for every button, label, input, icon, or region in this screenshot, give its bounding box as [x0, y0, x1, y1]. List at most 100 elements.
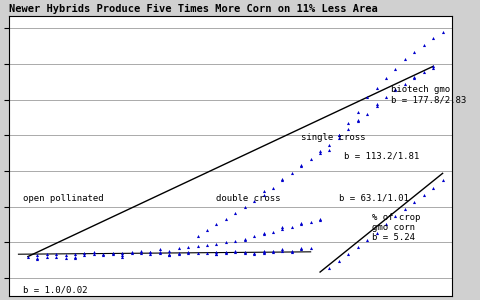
- Text: Newer Hybrids Produce Five Times More Corn on 11% Less Area: Newer Hybrids Produce Five Times More Co…: [9, 4, 378, 14]
- Point: [278, 224, 286, 229]
- Point: [392, 214, 399, 219]
- Point: [269, 248, 277, 253]
- Point: [241, 204, 249, 209]
- Point: [62, 255, 70, 260]
- Point: [137, 248, 145, 253]
- Point: [269, 229, 277, 234]
- Point: [156, 247, 164, 252]
- Point: [99, 253, 107, 258]
- Point: [146, 252, 154, 256]
- Point: [288, 224, 296, 229]
- Point: [213, 241, 220, 246]
- Point: [345, 121, 352, 126]
- Text: single cross: single cross: [301, 133, 366, 142]
- Point: [203, 250, 211, 255]
- Point: [410, 50, 418, 54]
- Point: [34, 253, 41, 258]
- Point: [401, 207, 409, 212]
- Point: [354, 117, 361, 122]
- Point: [307, 246, 314, 251]
- Point: [156, 250, 164, 255]
- Point: [345, 127, 352, 132]
- Point: [278, 227, 286, 232]
- Point: [382, 222, 390, 227]
- Point: [146, 249, 154, 254]
- Point: [128, 249, 135, 254]
- Point: [81, 253, 88, 258]
- Point: [410, 76, 418, 81]
- Point: [260, 248, 267, 253]
- Point: [354, 245, 361, 250]
- Point: [250, 252, 258, 256]
- Point: [354, 109, 361, 114]
- Point: [316, 216, 324, 221]
- Point: [363, 95, 371, 100]
- Point: [401, 82, 409, 87]
- Point: [81, 250, 88, 255]
- Point: [298, 246, 305, 251]
- Point: [382, 76, 390, 81]
- Point: [166, 248, 173, 253]
- Point: [175, 252, 182, 256]
- Point: [222, 216, 229, 221]
- Point: [298, 222, 305, 227]
- Point: [298, 221, 305, 226]
- Text: b = 1.0/0.02: b = 1.0/0.02: [23, 285, 88, 294]
- Point: [194, 244, 202, 248]
- Point: [288, 248, 296, 253]
- Point: [222, 240, 229, 245]
- Point: [128, 250, 135, 255]
- Point: [410, 75, 418, 80]
- Point: [34, 255, 41, 260]
- Point: [194, 234, 202, 239]
- Point: [325, 147, 333, 152]
- Point: [166, 252, 173, 256]
- Point: [166, 253, 173, 258]
- Point: [146, 249, 154, 254]
- Point: [335, 133, 343, 138]
- Point: [231, 239, 239, 244]
- Point: [298, 247, 305, 252]
- Point: [325, 142, 333, 147]
- Point: [269, 185, 277, 190]
- Point: [335, 259, 343, 264]
- Point: [213, 249, 220, 254]
- Point: [373, 85, 381, 90]
- Point: [62, 253, 70, 258]
- Point: [278, 178, 286, 183]
- Point: [71, 254, 79, 259]
- Point: [222, 250, 229, 255]
- Point: [325, 266, 333, 271]
- Point: [184, 245, 192, 250]
- Point: [373, 102, 381, 107]
- Point: [213, 222, 220, 227]
- Point: [298, 164, 305, 169]
- Point: [203, 228, 211, 233]
- Point: [71, 255, 79, 260]
- Point: [382, 95, 390, 100]
- Point: [373, 103, 381, 108]
- Point: [269, 249, 277, 254]
- Point: [392, 66, 399, 71]
- Point: [213, 252, 220, 256]
- Point: [392, 88, 399, 92]
- Point: [99, 252, 107, 256]
- Point: [278, 248, 286, 253]
- Point: [194, 250, 202, 255]
- Point: [250, 250, 258, 255]
- Point: [288, 171, 296, 176]
- Point: [316, 151, 324, 155]
- Point: [363, 112, 371, 116]
- Point: [420, 192, 428, 197]
- Point: [166, 253, 173, 258]
- Point: [109, 252, 117, 256]
- Point: [429, 64, 437, 69]
- Point: [316, 217, 324, 222]
- Point: [420, 70, 428, 75]
- Text: b = 63.1/1.01: b = 63.1/1.01: [339, 194, 409, 203]
- Point: [52, 252, 60, 256]
- Point: [118, 250, 126, 255]
- Point: [231, 210, 239, 215]
- Point: [184, 249, 192, 254]
- Point: [298, 163, 305, 167]
